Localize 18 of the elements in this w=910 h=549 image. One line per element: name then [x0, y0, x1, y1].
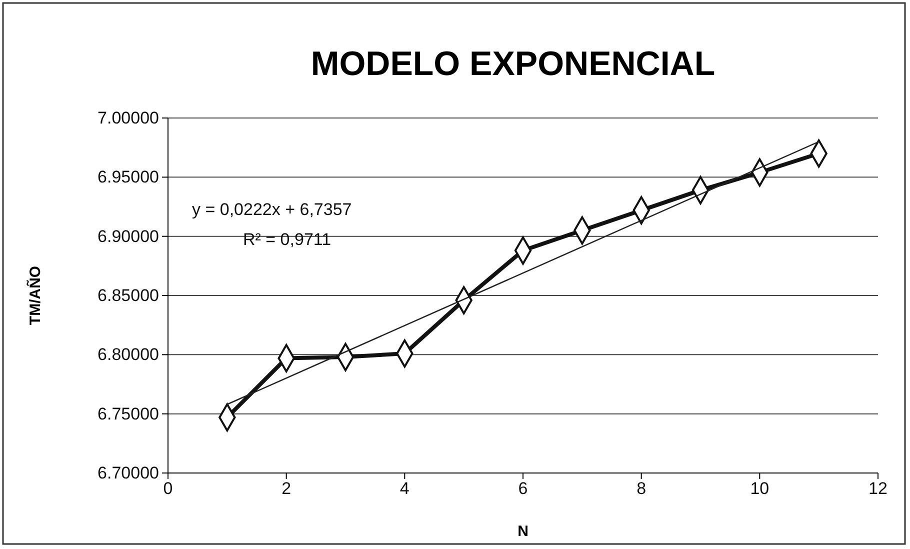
- y-tick-label: 6.70000: [98, 463, 159, 482]
- y-tick-label: 6.95000: [98, 168, 159, 187]
- x-axis-title: N: [518, 523, 528, 540]
- chart-title: MODELO EXPONENCIAL: [310, 45, 716, 83]
- x-tick-label: 2: [282, 479, 292, 498]
- x-tick-label: 8: [636, 479, 646, 498]
- y-tick-label: 6.75000: [98, 404, 159, 424]
- y-tick-label: 7.00000: [98, 108, 159, 128]
- x-tick-label: 0: [163, 479, 173, 498]
- x-tick-label: 12: [868, 479, 888, 498]
- x-tick-label: 10: [750, 479, 770, 498]
- annotation: y = 0,0222x + 6,7357: [192, 200, 352, 219]
- y-tick-label: 6.85000: [98, 286, 159, 305]
- x-tick-label: 6: [518, 479, 528, 498]
- x-tick-label: 4: [400, 479, 410, 498]
- y-tick-label: 6.90000: [98, 226, 159, 246]
- y-axis-title: TM/AÑO: [26, 266, 44, 326]
- y-tick-label: 6.80000: [98, 345, 159, 364]
